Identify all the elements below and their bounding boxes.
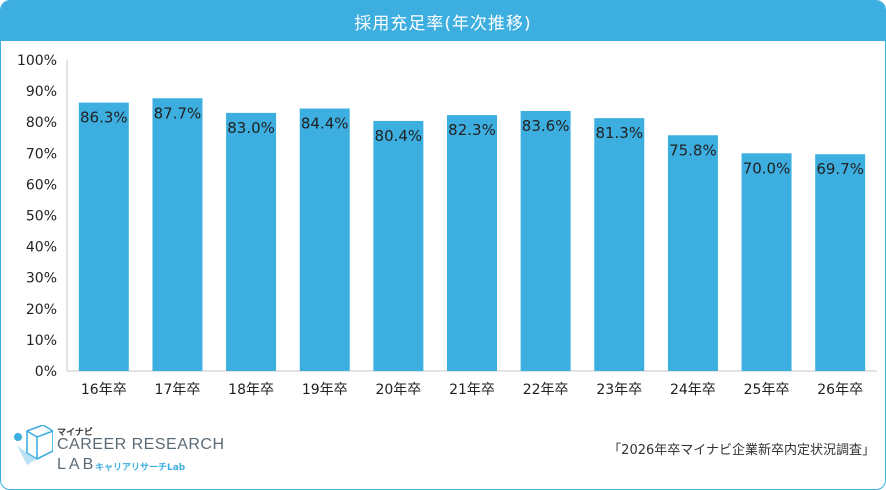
y-tick-label: 90% <box>26 84 57 100</box>
x-tick-label: 23年卒 <box>596 382 642 398</box>
bar <box>299 108 350 372</box>
data-label: 83.0% <box>227 119 275 137</box>
y-tick-label: 70% <box>26 146 57 162</box>
bar <box>815 154 866 371</box>
y-tick-label: 30% <box>26 271 57 287</box>
data-label: 86.3% <box>80 109 128 127</box>
bar <box>594 118 645 371</box>
x-tick-label: 20年卒 <box>375 382 421 398</box>
y-tick-label: 80% <box>26 115 57 131</box>
x-tick-label: 16年卒 <box>81 382 127 398</box>
bar <box>226 112 277 372</box>
bar <box>447 115 497 371</box>
data-label: 87.7% <box>154 104 202 122</box>
bar <box>520 111 571 371</box>
x-tick-label: 24年卒 <box>670 382 716 398</box>
x-tick-label: 25年卒 <box>744 382 790 398</box>
y-tick-label: 100% <box>17 53 57 69</box>
data-label: 75.8% <box>669 141 717 159</box>
data-label: 69.7% <box>816 160 864 178</box>
bar <box>152 98 203 372</box>
logo-japanese-text: キャリアリサーチLab <box>95 463 186 473</box>
bar <box>373 120 424 372</box>
career-research-lab-logo: マイナビ CAREER RESEARCH LAB キャリアリサーチLab <box>13 424 273 485</box>
x-tick-label: 22年卒 <box>523 382 569 398</box>
x-tick-label: 19年卒 <box>302 382 348 398</box>
bar <box>78 102 129 372</box>
data-label: 81.3% <box>595 124 643 142</box>
y-tick-label: 50% <box>26 209 57 225</box>
y-tick-label: 0% <box>35 364 57 380</box>
x-tick-label: 21年卒 <box>449 382 495 398</box>
logo-wordmark: CAREER RESEARCH <box>57 436 225 453</box>
cube-logo-icon <box>14 424 54 465</box>
y-tick-label: 60% <box>26 177 57 193</box>
data-label: 80.4% <box>375 127 423 145</box>
x-tick-label: 17年卒 <box>155 382 201 398</box>
x-tick-label: 18年卒 <box>228 382 274 398</box>
data-label: 70.0% <box>743 159 791 177</box>
y-tick-label: 40% <box>26 240 57 256</box>
data-label: 84.4% <box>301 115 349 133</box>
y-tick-label: 10% <box>26 333 57 349</box>
chart-title: 採用充足率(年次推移) <box>1 1 885 41</box>
x-tick-label: 26年卒 <box>817 382 863 398</box>
bar <box>741 153 792 371</box>
bar-chart: 0% 10% 20% 30% 40% 50% 60% 70% 80% 90% 100% 86.3% 16… <box>17 53 877 398</box>
y-tick-label: 20% <box>26 302 57 318</box>
data-label: 83.6% <box>522 117 570 135</box>
logo-brand-small: マイナビ <box>57 428 93 438</box>
data-label: 82.3% <box>448 121 496 139</box>
logo-lab-text: LAB <box>57 456 97 473</box>
bar <box>667 135 718 371</box>
source-note: 「2026年卒マイナビ企業新卒内定状況調査」 <box>608 443 875 458</box>
